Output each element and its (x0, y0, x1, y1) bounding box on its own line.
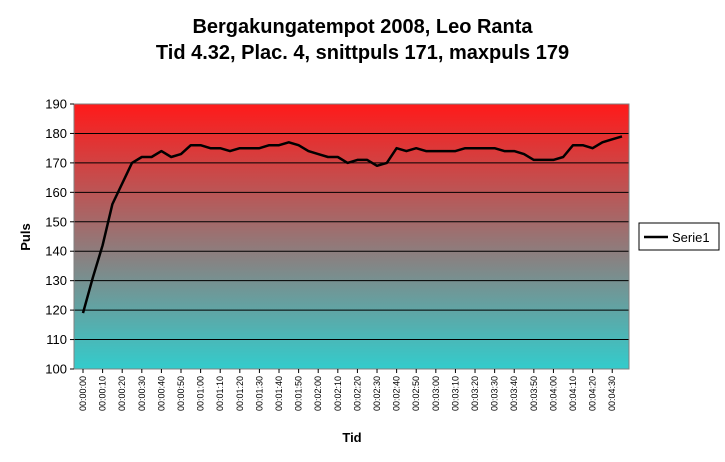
x-tick-label: 00:02:10 (333, 376, 343, 411)
x-tick-label: 00:00:10 (98, 376, 108, 411)
x-tick-label: 00:00:50 (176, 376, 186, 411)
y-axis-title: Puls (18, 223, 33, 250)
chart-title: Bergakungatempot 2008, Leo Ranta Tid 4.3… (0, 14, 725, 66)
y-tick-label: 110 (46, 332, 67, 347)
x-tick-label: 00:01:40 (274, 376, 284, 411)
chart-title-line-1: Bergakungatempot 2008, Leo Ranta (192, 16, 533, 38)
y-tick-label: 150 (45, 214, 67, 229)
x-tick-label: 00:03:40 (509, 376, 519, 411)
x-tick-label: 00:02:20 (352, 376, 362, 411)
y-tick-label: 140 (45, 244, 67, 259)
plot-area (74, 104, 629, 369)
x-tick-label: 00:04:10 (568, 376, 578, 411)
y-axis: 100 110 120 130 140 150 160 170 180 190 (45, 97, 74, 377)
y-tick-label: 170 (45, 155, 67, 170)
legend-label-serie1: Serie1 (672, 230, 710, 245)
x-tick-label: 00:00:00 (78, 376, 88, 411)
x-tick-label: 00:02:30 (372, 376, 382, 411)
x-tick-label: 00:04:30 (607, 376, 617, 411)
x-tick-label: 00:04:00 (548, 376, 558, 411)
x-tick-label: 00:00:30 (137, 376, 147, 411)
y-tick-label: 180 (45, 126, 67, 141)
chart-title-line-2: Tid 4.32, Plac. 4, snittpuls 171, maxpul… (155, 42, 570, 64)
y-tick-label: 100 (45, 362, 67, 377)
x-tick-label: 00:00:20 (117, 376, 127, 411)
x-tick-label: 00:00:40 (156, 376, 166, 411)
x-tick-label: 00:03:30 (490, 376, 500, 411)
x-tick-label: 00:02:00 (313, 376, 323, 411)
x-tick-label: 00:04:20 (588, 376, 598, 411)
y-tick-label: 120 (45, 303, 67, 318)
x-tick-label: 00:02:50 (411, 376, 421, 411)
x-tick-label: 00:01:10 (215, 376, 225, 411)
x-tick-label: 00:03:50 (529, 376, 539, 411)
x-tick-label: 00:03:20 (470, 376, 480, 411)
x-tick-label: 00:03:00 (431, 376, 441, 411)
plot-border (73, 103, 630, 370)
legend: Serie1 (638, 222, 720, 251)
y-tick-label: 190 (45, 97, 67, 112)
y-tick-label: 130 (45, 273, 67, 288)
x-tick-label: 00:01:00 (196, 376, 206, 411)
x-tick-label: 00:01:20 (235, 376, 245, 411)
x-axis: 00:00:00 00:00:10 00:00:20 00:00:30 00:00:40… (78, 369, 617, 411)
x-tick-label: 00:01:30 (254, 376, 264, 411)
x-axis-title: Tid (342, 430, 361, 445)
y-tick-label: 160 (45, 185, 67, 200)
x-tick-label: 00:01:50 (294, 376, 304, 411)
x-tick-label: 00:02:40 (392, 376, 402, 411)
x-tick-label: 00:03:10 (450, 376, 460, 411)
series-line-serie1 (81, 135, 623, 314)
